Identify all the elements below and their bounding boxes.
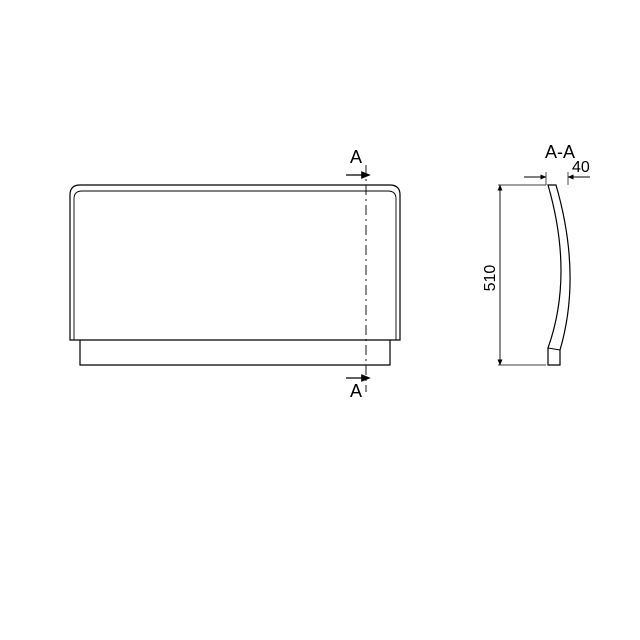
panel-plinth [80,340,390,365]
dim-height: 510 [482,185,546,365]
section-step [548,348,560,350]
technical-drawing: A A A-A 510 40 [0,0,640,640]
section-title: A-A [545,142,575,162]
section-outer-edge [548,185,570,365]
panel-outer [70,185,400,340]
front-elevation [70,185,400,365]
section-label-top: A [350,147,362,167]
panel-inner-top [74,191,396,340]
section-view: A-A 510 40 [482,142,590,365]
dim-width: 40 [524,159,590,185]
section-label-bottom: A [350,381,362,401]
dim-width-value: 40 [572,159,590,176]
dim-height-value: 510 [482,265,499,292]
